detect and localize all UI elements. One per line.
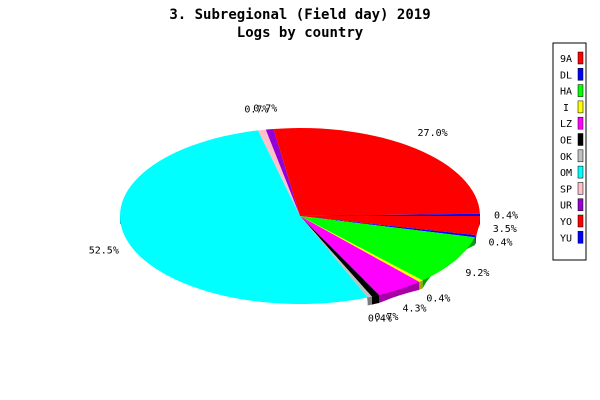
legend-label-oe: OE [560, 136, 572, 147]
pie-depth-dl [474, 235, 476, 246]
legend-swatch-yu [577, 231, 584, 244]
pie-label-ur: 0.7% [253, 104, 277, 115]
pie-label-yo: 27.0% [418, 128, 448, 139]
legend-label-sp: SP [560, 184, 572, 195]
pie-slice-sp [258, 129, 300, 216]
pie-label-ok: 0.4% [368, 313, 392, 324]
legend-swatch-i [577, 100, 584, 114]
pie-label-9a: 3.5% [493, 224, 517, 235]
chart-title: 3. Subregional (Field day) 2019 [169, 7, 430, 23]
legend-label-yu: YU [560, 233, 572, 244]
legend-label-dl: DL [560, 70, 572, 81]
pie-slice-yo [273, 128, 480, 216]
pie-slice-ha [300, 216, 475, 281]
pie-slice-ok [300, 216, 372, 298]
legend-swatch-lz [577, 116, 584, 130]
legend-label-yo: YO [560, 217, 572, 228]
legend-label-om: OM [560, 168, 572, 179]
pie-label-i: 0.4% [426, 294, 450, 305]
legend-label-ur: UR [560, 201, 573, 212]
chart-subtitle: Logs by country [237, 25, 364, 41]
legend-swatch-om [577, 165, 584, 179]
pie-slice-om [119, 130, 368, 305]
pie-label-dl: 0.4% [488, 237, 512, 248]
pie-label-ha: 9.2% [465, 268, 489, 279]
pie-slice-yu [300, 213, 480, 216]
pie-slice-lz [300, 216, 420, 296]
pie-slice-ur [265, 128, 300, 216]
legend-swatch-ha [577, 84, 584, 97]
pie-depth-i [419, 280, 423, 290]
pie-slice-dl [300, 216, 476, 238]
pie-depth-oe [371, 295, 380, 305]
pie-slice-i [300, 216, 423, 282]
legend-label-9a: 9A [560, 54, 572, 65]
pie-label-om: 52.5% [89, 246, 119, 257]
legend-swatch-9a [577, 51, 584, 65]
legend-label-ha: HA [560, 87, 572, 98]
pie-slice-oe [300, 216, 380, 297]
legend-label-i: I [563, 103, 569, 114]
pie-labels-layer: 3.5%0.4%9.2%0.4%4.3%0.7%0.4%52.5%0.7%0.7… [89, 104, 518, 325]
pie-slice-9a [300, 216, 480, 236]
legend-label-ok: OK [560, 152, 572, 163]
pie-depth-ok [367, 296, 372, 306]
legend: 9A DL HA I LZ OE OK OM SP UR YO YU [552, 42, 587, 261]
legend-swatch-dl [577, 68, 584, 81]
pie-label-sp: 0.7% [244, 105, 268, 116]
legend-label-lz: LZ [560, 119, 572, 130]
legend-swatch-ok [577, 149, 584, 163]
legend-swatch-sp [577, 182, 584, 195]
pie-depth-lz [379, 281, 420, 304]
pie-label-oe: 0.7% [374, 312, 398, 323]
pie-label-lz: 4.3% [402, 303, 426, 314]
pie-top-layer [119, 128, 480, 305]
pie-label-yu: 0.4% [494, 211, 518, 222]
legend-swatch-oe [577, 133, 584, 146]
legend-swatch-ur [577, 198, 584, 211]
legend-swatch-yo [577, 214, 584, 228]
